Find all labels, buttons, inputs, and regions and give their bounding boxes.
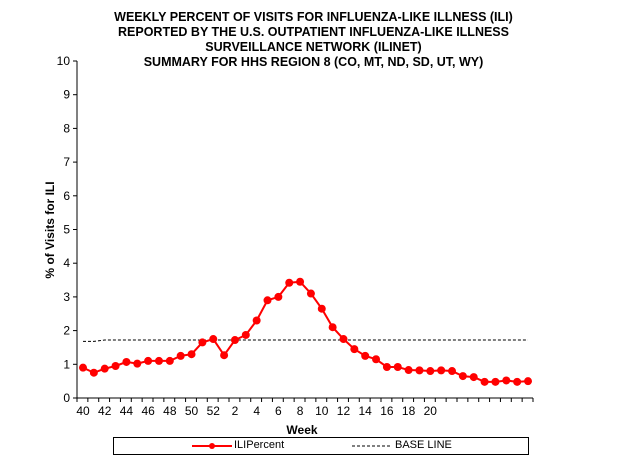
title-line: SUMMARY FOR HHS REGION 8 (CO, MT, ND, SD… [143,55,484,69]
y-tick-label: 10 [57,54,71,68]
ili-point [350,345,359,354]
title-line: WEEKLY PERCENT OF VISITS FOR INFLUENZA-L… [114,10,513,24]
y-axis-label: % of Visits for ILI [43,181,57,278]
ili-point [285,278,294,287]
ili-point [133,359,142,368]
x-tick-label: 40 [76,404,90,418]
ili-point [198,338,207,347]
ili-point [393,362,402,371]
ili-point [122,357,131,366]
ili-point [361,351,370,360]
legend-ili-label: ILIPercent [234,439,285,451]
ili-point [111,361,120,370]
ili-point [165,356,174,365]
ili-point [79,363,87,372]
legend-baseline-label: BASE LINE [395,439,452,451]
ili-point [274,292,283,301]
ili-point [176,351,185,360]
x-tick-label: 2 [232,404,239,418]
ili-point [209,335,218,344]
ili-point [339,335,348,344]
ili-point [480,377,489,386]
y-tick-label: 1 [63,357,70,371]
x-axis-label: Week [286,423,317,437]
ili-point [230,336,239,345]
ili-point [415,366,424,375]
y-tick-label: 6 [63,189,70,203]
y-tick-label: 2 [63,324,70,338]
y-tick-label: 0 [63,391,70,405]
x-tick-label: 18 [402,404,416,418]
y-tick-label: 3 [63,290,70,304]
x-tick-label: 20 [424,404,438,418]
title-line: REPORTED BY THE U.S. OUTPATIENT INFLUENZ… [118,25,509,39]
ili-point [187,350,196,359]
y-tick-label: 9 [63,88,70,102]
chart-title: WEEKLY PERCENT OF VISITS FOR INFLUENZA-L… [0,10,627,70]
ili-point [144,356,153,365]
y-tick-label: 4 [63,256,70,270]
ili-point [426,367,435,376]
x-tick-label: 50 [185,404,199,418]
x-tick-label: 52 [207,404,221,418]
ili-point [263,296,272,305]
ili-point [491,377,500,386]
x-tick-label: 14 [359,404,373,418]
ili-point [89,368,98,377]
ili-point [469,373,478,382]
y-tick-label: 5 [63,223,70,237]
ili-point [404,366,413,375]
ili-point [372,355,381,364]
ili-point [220,351,229,360]
ili-point [524,377,532,386]
x-tick-label: 10 [315,404,329,418]
ili-point [437,366,446,375]
ili-point [100,364,109,373]
x-tick-label: 46 [141,404,155,418]
ili-point [154,356,163,365]
ili-point [382,362,391,371]
ili-point [328,323,337,332]
legend: ILIPercent BASE LINE [113,437,529,455]
x-tick-label: 48 [163,404,177,418]
x-tick-label: 4 [253,404,260,418]
x-tick-label: 42 [98,404,112,418]
x-tick-label: 44 [120,404,134,418]
ili-point [513,377,522,386]
x-tick-label: 6 [275,404,282,418]
y-tick-label: 7 [63,155,70,169]
ili-point [241,330,250,339]
ili-point [448,367,457,376]
ili-point [502,376,511,385]
ili-point [458,372,467,381]
x-tick-label: 8 [297,404,304,418]
baseline-series [83,339,528,342]
ili-point [317,304,326,313]
ili-point [252,316,261,325]
y-tick-label: 8 [63,121,70,135]
x-tick-label: 12 [337,404,351,418]
legend-ili-marker [209,443,215,449]
ili-point [306,289,315,298]
title-line: SURVEILLANCE NETWORK (ILINET) [205,40,422,54]
x-tick-label: 16 [380,404,394,418]
ili-series-line [82,280,529,383]
ili-point [296,277,305,286]
